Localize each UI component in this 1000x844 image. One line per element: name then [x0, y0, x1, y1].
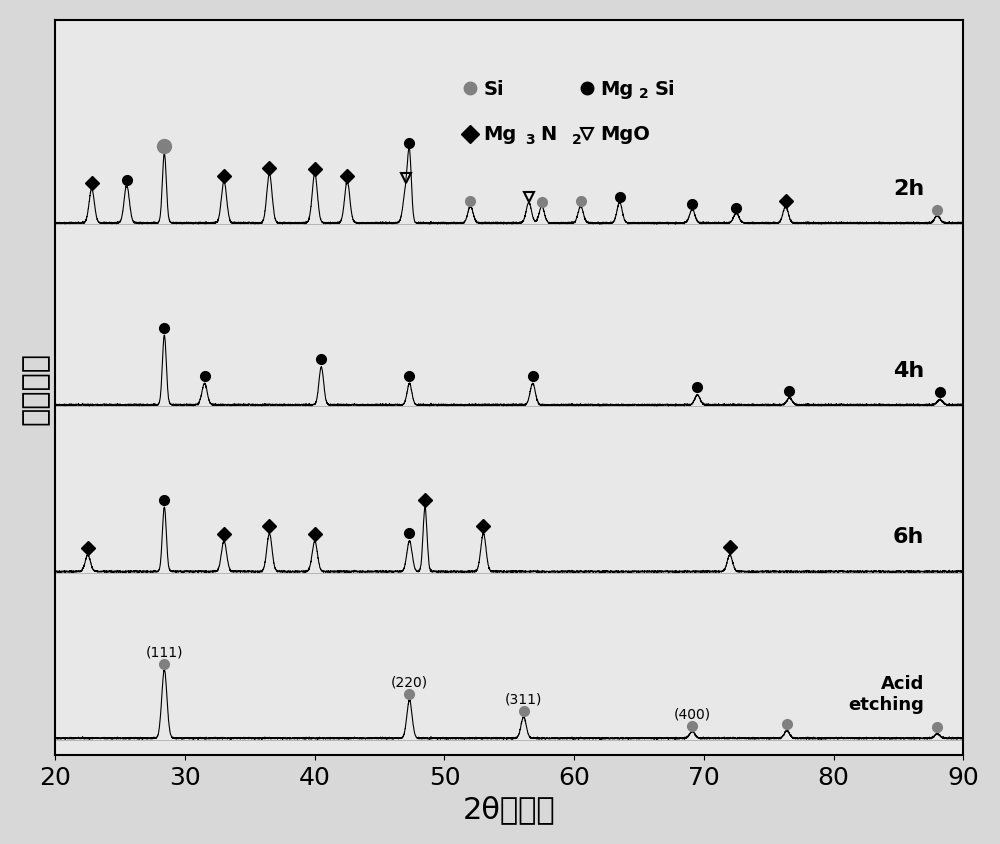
- Text: 3: 3: [525, 133, 535, 147]
- Text: (400): (400): [674, 706, 711, 721]
- Text: Mg: Mg: [483, 125, 517, 143]
- Text: 4h: 4h: [893, 360, 924, 381]
- Text: (220): (220): [391, 674, 428, 689]
- X-axis label: 2θ（度）: 2θ（度）: [463, 794, 556, 823]
- Text: Mg: Mg: [600, 79, 633, 99]
- Text: N: N: [540, 125, 557, 143]
- Text: Acid
etching: Acid etching: [849, 674, 924, 713]
- Text: 2h: 2h: [893, 179, 924, 198]
- Text: (111): (111): [146, 645, 183, 659]
- Text: Si: Si: [655, 79, 675, 99]
- Y-axis label: 相对强度: 相对强度: [21, 351, 50, 425]
- Text: (311): (311): [505, 692, 542, 706]
- Text: 6h: 6h: [893, 527, 924, 547]
- Text: 2: 2: [572, 133, 581, 147]
- Text: Si: Si: [483, 79, 504, 99]
- Text: 2: 2: [639, 87, 649, 101]
- Text: MgO: MgO: [600, 125, 650, 143]
